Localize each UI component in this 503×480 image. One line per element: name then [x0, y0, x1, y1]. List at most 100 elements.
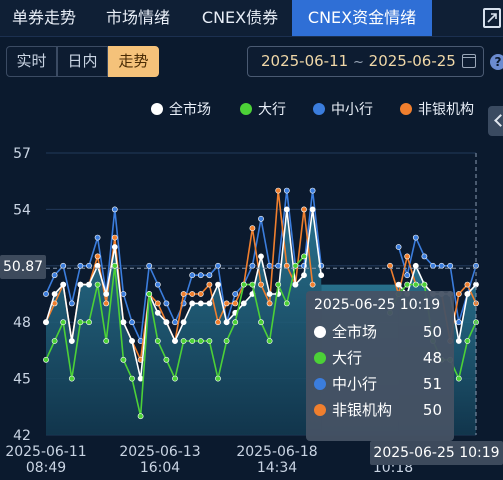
data-point[interactable]	[249, 262, 256, 269]
data-point[interactable]	[86, 281, 92, 288]
data-point[interactable]	[464, 338, 471, 344]
data-point[interactable]	[387, 262, 393, 269]
data-point[interactable]	[111, 234, 118, 241]
data-point[interactable]	[60, 281, 67, 288]
data-point[interactable]	[275, 187, 282, 194]
data-point[interactable]	[197, 291, 204, 297]
data-point[interactable]	[266, 262, 273, 269]
data-point[interactable]	[318, 272, 325, 279]
data-point[interactable]	[129, 319, 135, 326]
data-point[interactable]	[404, 253, 411, 260]
data-point[interactable]	[137, 413, 144, 420]
data-point[interactable]	[240, 300, 247, 307]
data-point[interactable]	[266, 300, 273, 307]
data-point[interactable]	[163, 300, 170, 307]
data-point[interactable]	[163, 319, 170, 326]
data-point[interactable]	[103, 338, 110, 344]
expand-icon[interactable]	[483, 8, 501, 28]
data-point[interactable]	[146, 291, 153, 297]
data-point[interactable]	[94, 262, 101, 269]
data-point[interactable]	[447, 262, 454, 269]
data-point[interactable]	[68, 300, 75, 307]
data-point[interactable]	[154, 309, 161, 316]
data-point[interactable]	[189, 272, 196, 279]
data-point[interactable]	[129, 375, 135, 382]
range-trend-button[interactable]: 走势	[108, 46, 159, 77]
data-point[interactable]	[421, 281, 428, 288]
tab-cnex-funding-sentiment[interactable]: CNEX资金情绪	[292, 0, 432, 36]
data-point[interactable]	[43, 291, 49, 297]
data-point[interactable]	[189, 291, 196, 297]
data-point[interactable]	[232, 291, 239, 297]
data-point[interactable]	[455, 375, 462, 382]
data-point[interactable]	[258, 281, 264, 288]
data-point[interactable]	[240, 281, 247, 288]
data-point[interactable]	[154, 281, 161, 288]
data-point[interactable]	[404, 272, 411, 279]
data-point[interactable]	[412, 262, 419, 269]
data-point[interactable]	[283, 262, 290, 269]
data-point[interactable]	[77, 281, 84, 288]
range-intraday-button[interactable]: 日内	[57, 46, 108, 77]
data-point[interactable]	[68, 375, 75, 382]
data-point[interactable]	[301, 272, 307, 279]
data-point[interactable]	[292, 281, 299, 288]
data-point[interactable]	[180, 319, 187, 326]
data-point[interactable]	[404, 281, 411, 288]
data-point[interactable]	[283, 300, 290, 307]
data-point[interactable]	[266, 291, 273, 297]
data-point[interactable]	[86, 262, 92, 269]
data-point[interactable]	[455, 291, 462, 297]
data-point[interactable]	[215, 319, 221, 326]
calendar-icon[interactable]	[462, 54, 476, 68]
data-point[interactable]	[197, 300, 204, 307]
data-point[interactable]	[172, 375, 178, 382]
data-point[interactable]	[120, 356, 127, 363]
help-icon[interactable]: ?	[490, 54, 503, 70]
data-point[interactable]	[232, 300, 239, 307]
data-point[interactable]	[258, 215, 264, 222]
data-point[interactable]	[215, 262, 221, 269]
data-point[interactable]	[111, 206, 118, 213]
data-point[interactable]	[455, 319, 462, 326]
data-point[interactable]	[43, 356, 49, 363]
data-point[interactable]	[283, 206, 290, 213]
data-point[interactable]	[94, 281, 101, 288]
data-point[interactable]	[232, 319, 239, 326]
data-point[interactable]	[215, 281, 221, 288]
data-point[interactable]	[309, 281, 316, 288]
data-point[interactable]	[292, 262, 299, 269]
data-point[interactable]	[68, 338, 75, 344]
data-point[interactable]	[51, 338, 58, 344]
data-point[interactable]	[301, 206, 307, 213]
data-point[interactable]	[154, 300, 161, 307]
data-point[interactable]	[223, 338, 230, 344]
data-point[interactable]	[197, 338, 204, 344]
data-point[interactable]	[438, 262, 445, 269]
data-point[interactable]	[206, 272, 213, 279]
data-point[interactable]	[412, 281, 419, 288]
data-point[interactable]	[172, 319, 178, 326]
data-point[interactable]	[103, 291, 110, 297]
data-point[interactable]	[172, 338, 178, 344]
data-point[interactable]	[120, 319, 127, 326]
data-point[interactable]	[120, 291, 127, 297]
data-point[interactable]	[215, 375, 221, 382]
data-point[interactable]	[206, 281, 213, 288]
data-point[interactable]	[111, 244, 118, 250]
data-point[interactable]	[266, 338, 273, 344]
data-point[interactable]	[275, 262, 282, 269]
data-point[interactable]	[77, 262, 84, 269]
data-point[interactable]	[206, 338, 213, 344]
data-point[interactable]	[86, 319, 92, 326]
data-point[interactable]	[223, 300, 230, 307]
data-point[interactable]	[412, 234, 419, 241]
data-point[interactable]	[249, 225, 256, 232]
data-point[interactable]	[154, 338, 161, 344]
data-point[interactable]	[395, 281, 402, 288]
data-point[interactable]	[455, 338, 462, 344]
tab-cnex-bonds[interactable]: CNEX债券	[201, 8, 279, 27]
data-point[interactable]	[464, 291, 471, 297]
data-point[interactable]	[275, 281, 282, 288]
data-point[interactable]	[77, 319, 84, 326]
